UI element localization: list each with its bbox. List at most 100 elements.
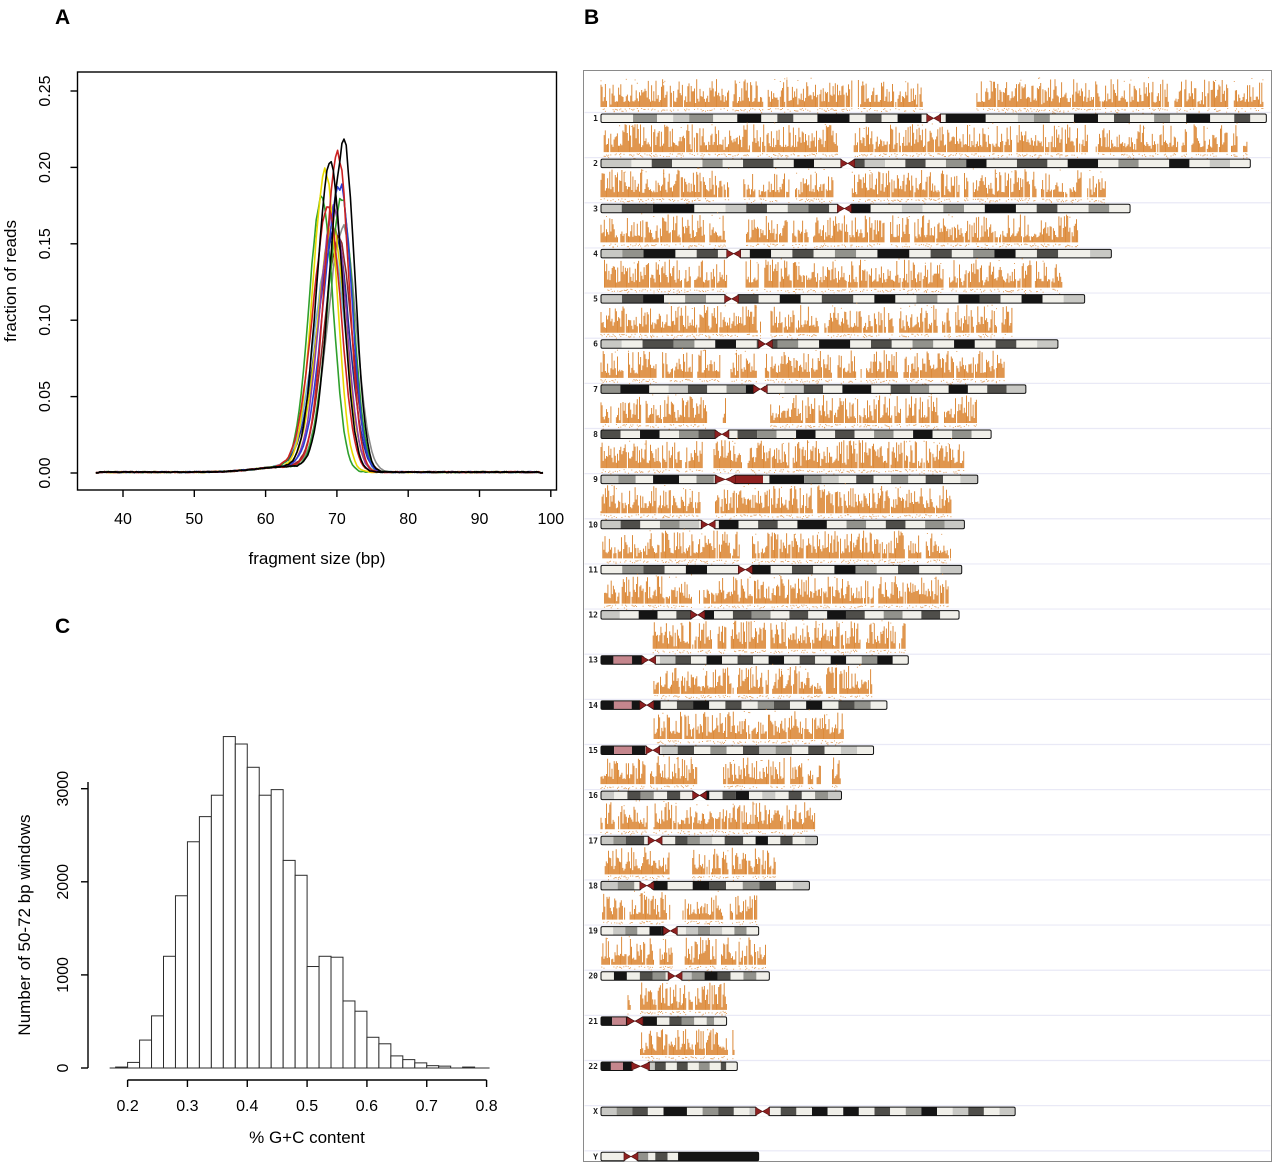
ideogram-outline	[600, 610, 960, 620]
ideogram-band	[1058, 249, 1091, 258]
centromere-notch-top	[715, 474, 736, 480]
ideogram-band	[792, 249, 814, 258]
chromosome-label: 8	[593, 430, 598, 439]
ideogram-band	[668, 384, 688, 394]
ideogram-band	[720, 1062, 727, 1071]
chromosome-row-Y: Y	[584, 1150, 1271, 1162]
ideogram-band	[737, 294, 759, 304]
read-density-track	[653, 711, 844, 740]
ideogram-band	[933, 339, 955, 349]
ideogram-band	[1170, 114, 1187, 123]
ideogram-band	[631, 700, 645, 710]
ideogram-band	[943, 204, 965, 213]
centromere-right	[669, 926, 678, 936]
centromere-notch-top	[690, 609, 705, 615]
centromere-notch-top	[645, 745, 660, 751]
read-density-dots	[656, 709, 843, 746]
ideogram-band	[1047, 159, 1068, 168]
ideogram-band	[1210, 114, 1235, 123]
ideogram-outline	[600, 835, 818, 846]
c-hist-bar	[342, 1000, 356, 1069]
ideogram-band	[883, 610, 903, 620]
ideogram-band	[735, 791, 749, 800]
centromere-left	[692, 791, 701, 800]
ideogram-band	[742, 881, 760, 890]
ideogram-outline	[600, 294, 1086, 304]
ideogram-band	[762, 791, 776, 800]
ideogram-band	[834, 249, 857, 258]
centromere-notch-bottom	[645, 750, 660, 756]
c-hist-bar	[162, 955, 176, 1069]
ideogram-band	[687, 1062, 699, 1071]
ideogram-band	[909, 384, 930, 394]
ideogram-band	[758, 294, 780, 304]
centromere-right	[733, 249, 741, 259]
ideogram-band	[612, 1016, 626, 1026]
centromere-right	[674, 971, 683, 981]
ideogram-band	[625, 836, 645, 845]
ideogram-band	[601, 1107, 617, 1116]
ideogram-band	[642, 339, 674, 349]
ideogram-band	[864, 610, 884, 620]
read-density-track	[603, 124, 1248, 153]
ideogram-band	[621, 339, 643, 349]
chromosome-label: 12	[588, 611, 598, 620]
ideogram-outline	[600, 790, 842, 801]
ideogram-band	[1189, 159, 1210, 168]
ideogram-band	[648, 1152, 656, 1161]
ideogram-band	[649, 384, 669, 394]
ideogram-band	[784, 655, 800, 665]
read-density-track	[600, 440, 965, 469]
ideogram-band	[845, 610, 865, 620]
read-density-dots	[652, 618, 906, 656]
ideogram-band	[943, 475, 961, 484]
centromere-notch-top	[639, 700, 654, 706]
centromere-left	[724, 294, 733, 304]
chromosome-label: 13	[588, 656, 598, 665]
centromere-notch-bottom	[623, 1156, 638, 1162]
ideogram-band	[815, 791, 829, 800]
c-hist-bar	[366, 1036, 380, 1069]
ideogram-band	[724, 836, 744, 845]
c-hist-bar	[258, 794, 272, 1069]
ideogram-band	[632, 1107, 648, 1116]
c-x-tick-label: 0.5	[296, 1098, 318, 1115]
chromosome-label: 9	[593, 475, 598, 484]
ideogram-band	[771, 249, 793, 258]
ideogram-band	[601, 1062, 611, 1071]
ideogram-band	[780, 1107, 797, 1116]
ideogram-band	[692, 881, 710, 890]
chromosome-row-16: 16	[584, 755, 1271, 801]
ideogram-band	[694, 339, 716, 349]
ideogram-band	[916, 294, 938, 304]
centromere-right	[843, 204, 852, 213]
panel-c-y-axis-title: Number of 50-72 bp windows	[15, 814, 34, 1035]
ideogram-band	[689, 114, 714, 123]
ideogram-outline	[600, 745, 875, 756]
ideogram-band	[698, 430, 719, 439]
ideogram-band	[821, 294, 854, 304]
ideogram-band	[871, 384, 891, 394]
read-density-track	[600, 349, 1005, 378]
read-density-dots	[600, 348, 1005, 385]
read-density-track	[602, 892, 758, 920]
ideogram-band	[699, 836, 713, 845]
chromosome-label: 10	[588, 520, 598, 529]
ideogram-band	[796, 1107, 812, 1116]
ideogram-band	[874, 430, 894, 439]
centromere-notch-bottom	[840, 163, 855, 169]
ideogram-band	[709, 881, 727, 890]
ideogram-band	[945, 114, 986, 123]
panel-c-plot: 0 1000 2000 3000 0.2 0.3 0.4 0.5 0.6 0.7 0.8 C % G…	[15, 615, 498, 1147]
ideogram-band	[1230, 159, 1251, 168]
ideogram-band	[1036, 249, 1059, 258]
read-density-dots	[601, 936, 766, 972]
chromosome-row-5: 5	[584, 258, 1271, 304]
chromosome-row-19: 19	[584, 890, 1271, 936]
read-density-dots	[600, 755, 838, 791]
panel-a-dynamic: 40 50 60 70 80 90 100 0.00 0.05 0.10 0.15 0.20 0.25	[37, 71, 564, 528]
ideogram-band	[707, 384, 727, 394]
read-density-dots	[603, 122, 1248, 159]
ideogram-band	[827, 1107, 844, 1116]
